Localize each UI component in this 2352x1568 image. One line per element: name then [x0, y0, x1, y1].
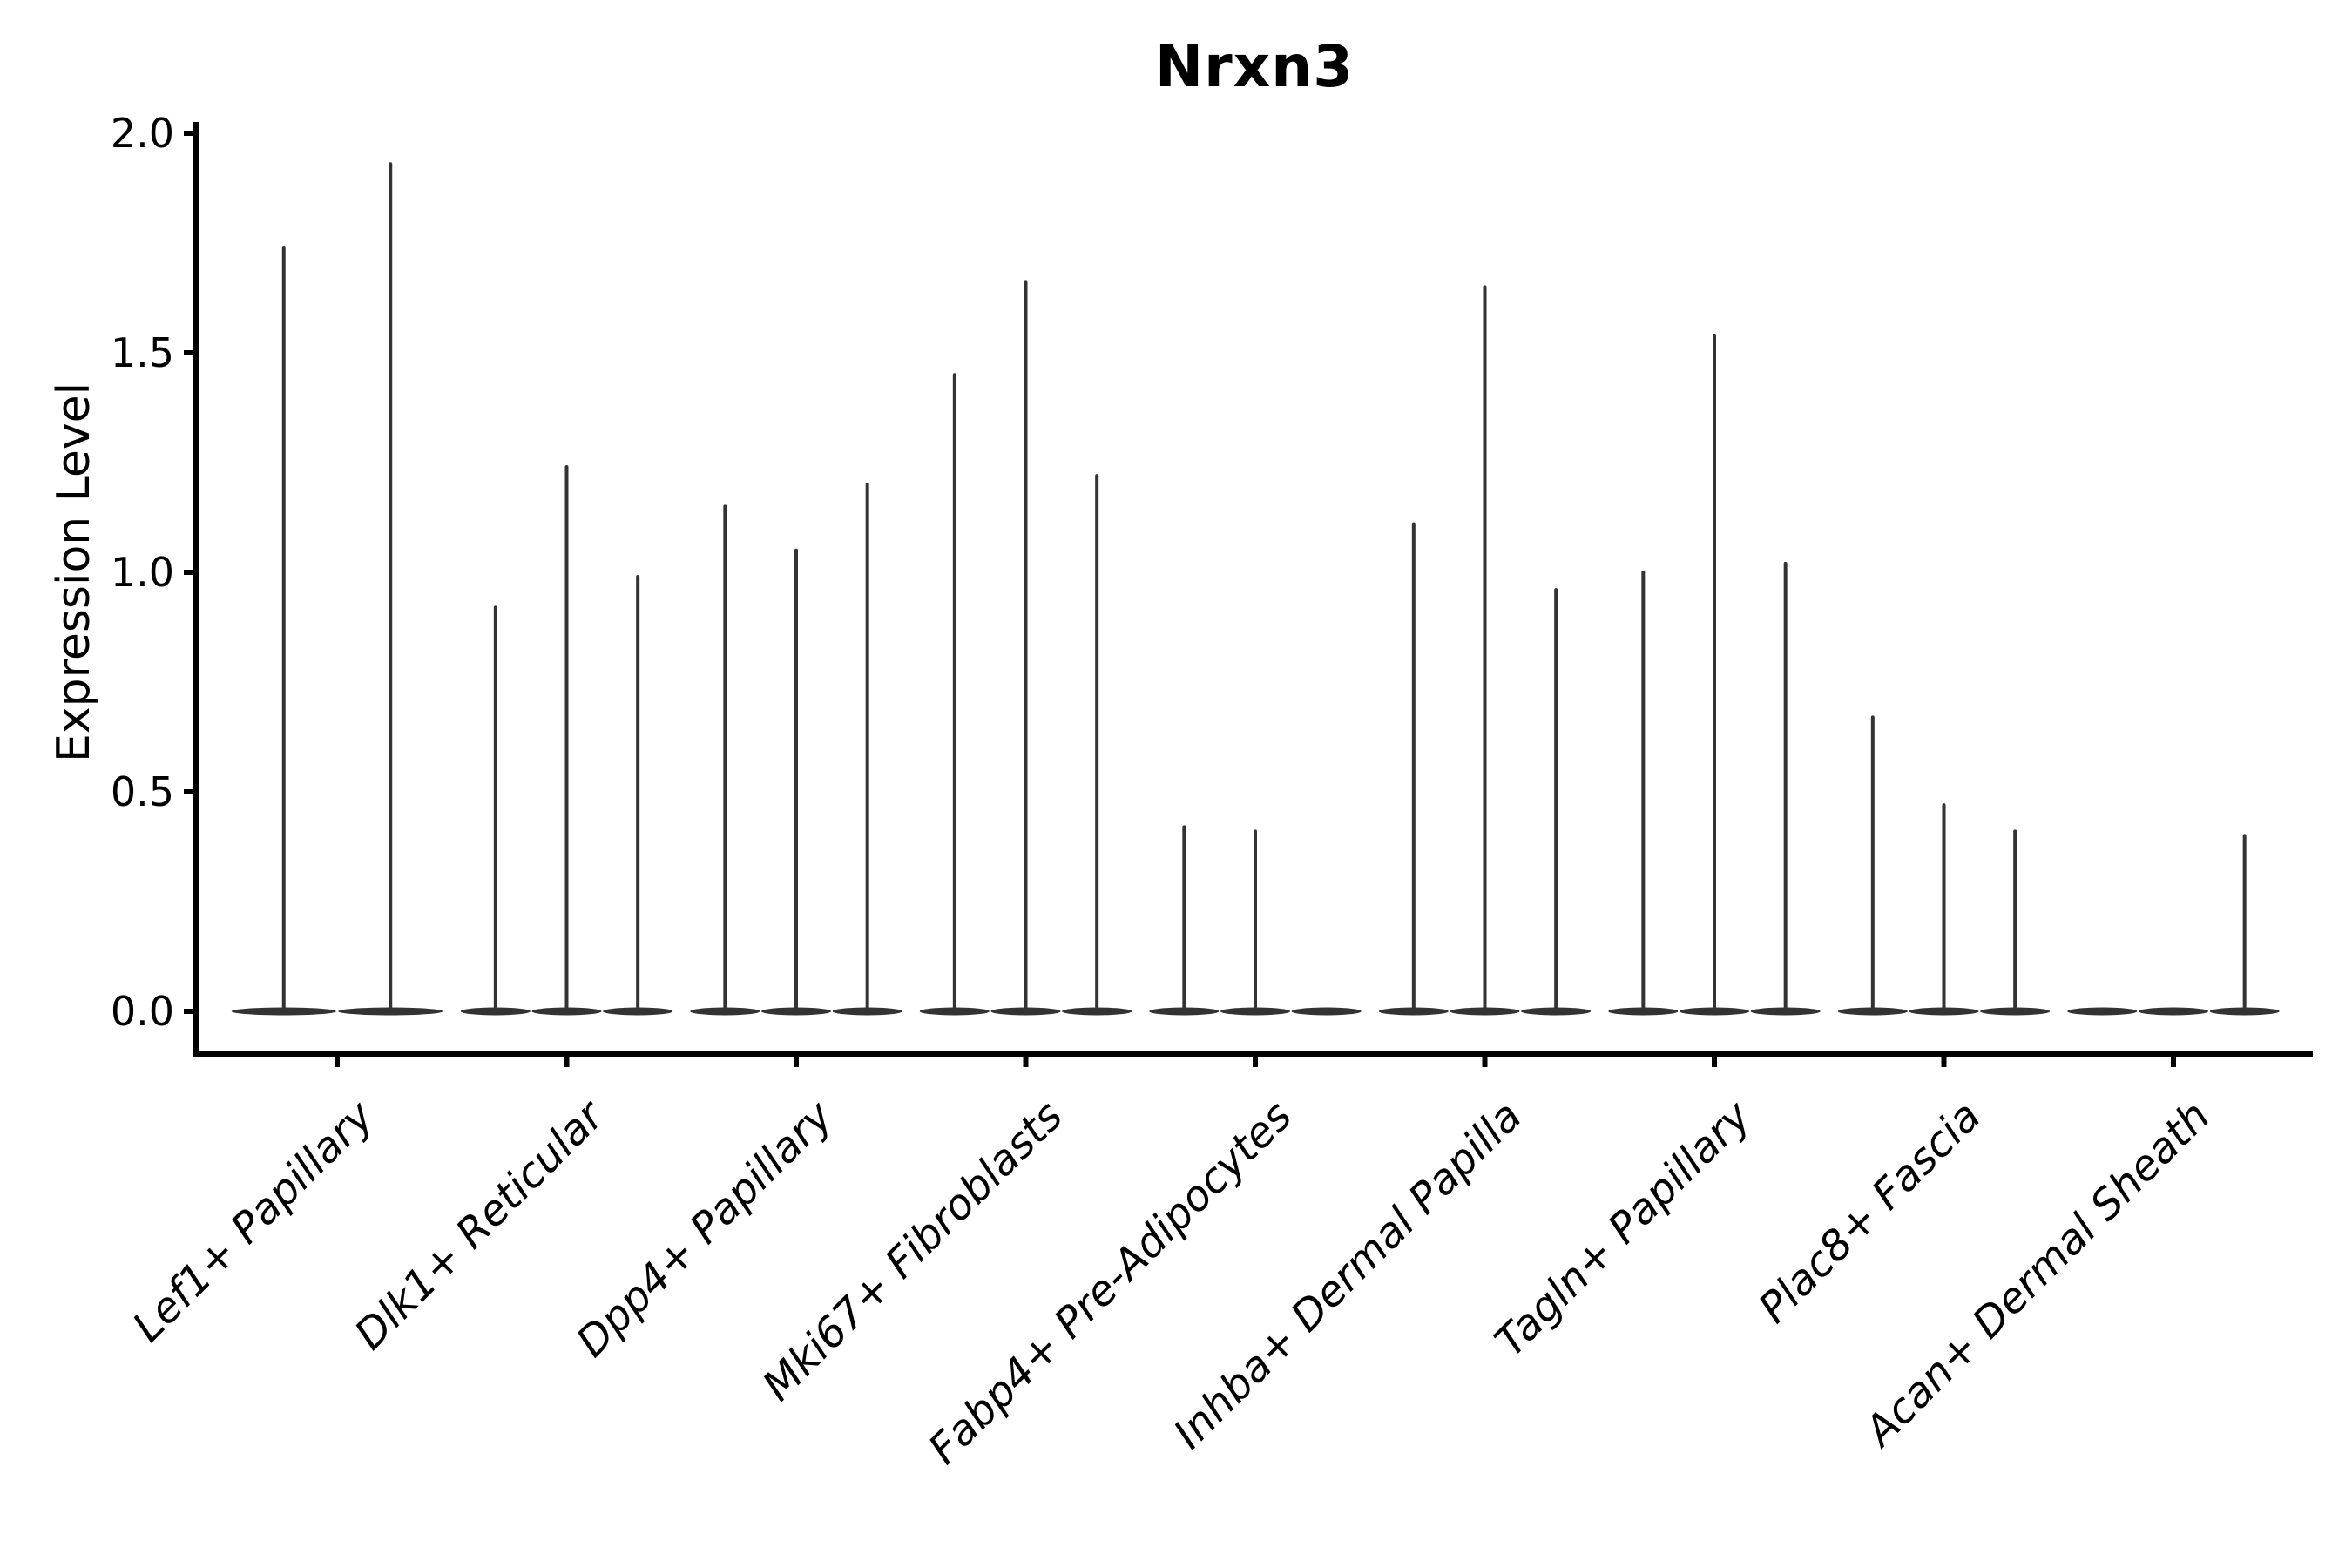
- violin-group: [2067, 834, 2280, 1016]
- violin-group: [1608, 333, 1821, 1016]
- chart-title: Nrxn3: [1154, 33, 1355, 100]
- violin-group: [460, 465, 673, 1016]
- violin-group: [1149, 825, 1362, 1016]
- violin-group: [1837, 715, 2051, 1016]
- violin-base: [2138, 1007, 2209, 1016]
- y-tick-label: 2.0: [110, 110, 174, 157]
- violin-group: [231, 162, 443, 1016]
- y-tick-label: 0.5: [110, 768, 174, 815]
- y-tick-label: 0.0: [110, 988, 174, 1035]
- violin-base: [1291, 1007, 1362, 1016]
- y-tick-label: 1.0: [110, 549, 174, 596]
- violin-group: [1378, 285, 1592, 1016]
- y-tick-label: 1.5: [110, 329, 174, 376]
- violin-group: [690, 483, 902, 1016]
- violin-base: [2067, 1007, 2138, 1016]
- violin-group: [919, 280, 1132, 1016]
